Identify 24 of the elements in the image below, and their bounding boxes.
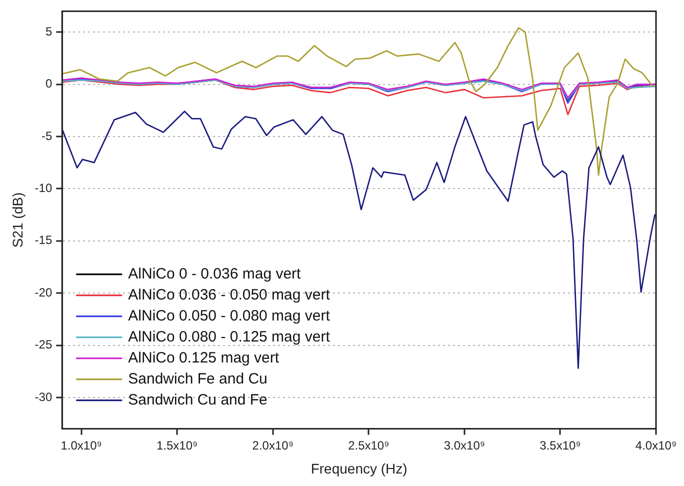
y-tick-label: -5 xyxy=(41,128,52,143)
x-tick-label: 4.0x10⁹ xyxy=(635,438,677,452)
y-tick-label: -30 xyxy=(34,390,52,404)
x-tick-label: 2.0x10⁹ xyxy=(252,438,294,452)
y-tick-label: -10 xyxy=(34,180,52,195)
legend-label: AlNiCo 0 - 0.036 mag vert xyxy=(128,265,302,282)
y-tick-label: 0 xyxy=(45,76,52,91)
y-tick-label: -25 xyxy=(34,338,52,352)
x-tick-label: 1.0x10⁹ xyxy=(60,438,102,452)
x-tick-label: 1.5x10⁹ xyxy=(156,438,198,452)
legend-label: AlNiCo 0.125 mag vert xyxy=(128,349,280,366)
x-axis-title: Frequency (Hz) xyxy=(310,460,408,476)
legend-label: AlNiCo 0.080 - 0.125 mag vert xyxy=(128,328,331,346)
x-tick-label: 3.0x10⁹ xyxy=(444,438,486,452)
legend-label: Sandwich Cu and Fe xyxy=(128,391,268,408)
y-axis-title: S21 (dB) xyxy=(9,192,26,248)
y-tick-label: 5 xyxy=(45,24,52,38)
legend-label: Sandwich Fe and Cu xyxy=(128,370,268,388)
x-tick-label: 3.5x10⁹ xyxy=(540,438,581,452)
legend-label: AlNiCo 0.036 - 0.050 mag vert xyxy=(128,286,331,304)
x-tick-label: 2.5x10⁹ xyxy=(348,438,390,452)
y-tick-label: -20 xyxy=(34,285,52,300)
legend-label: AlNiCo 0.050 - 0.080 mag vert xyxy=(128,307,331,324)
y-tick-label: -15 xyxy=(34,233,52,248)
